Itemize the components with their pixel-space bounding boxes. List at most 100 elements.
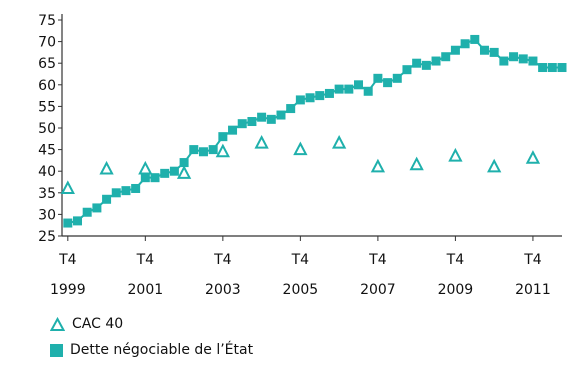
data-point-dette	[102, 194, 112, 204]
x-tick-label-year: 2005	[283, 282, 319, 298]
data-point-dette	[557, 63, 567, 73]
legend-triangle-icon	[50, 316, 65, 331]
data-point-dette	[363, 86, 373, 96]
legend-label-dette: Dette négociable de l’État	[70, 342, 254, 358]
data-point-cac40	[448, 147, 463, 162]
data-point-cac40	[254, 134, 269, 149]
data-point-dette	[160, 168, 170, 178]
series-cac40	[60, 134, 541, 194]
y-tick-label: 75	[38, 13, 56, 29]
y-tick-label: 65	[38, 56, 56, 72]
data-point-cac40	[370, 158, 386, 173]
data-point-dette	[189, 145, 199, 155]
x-tick-label-year: 1999	[50, 282, 86, 298]
data-point-dette	[324, 88, 334, 98]
legend-square-icon	[50, 343, 63, 357]
data-point-dette	[354, 80, 364, 90]
data-point-dette	[286, 104, 296, 114]
x-axis-ticks: T4 1999 T4 2001 T4 2003 T4 2005 T4 2007 T4 2009 T4 20…	[50, 236, 551, 298]
legend-label-cac40: CAC 40	[72, 316, 124, 332]
data-point-dette	[179, 158, 189, 168]
data-point-dette	[140, 173, 150, 183]
data-point-dette	[315, 91, 325, 101]
data-point-dette	[92, 203, 102, 213]
data-point-dette	[509, 52, 519, 62]
x-tick-label-quarter: T4	[523, 252, 542, 268]
data-point-dette	[344, 84, 354, 94]
data-point-cac40	[176, 165, 192, 179]
data-point-dette	[373, 73, 383, 83]
data-point-dette	[257, 112, 267, 122]
data-point-dette	[431, 56, 441, 66]
data-point-dette	[63, 218, 73, 228]
x-tick-label-year: 2003	[205, 282, 241, 298]
y-tick-label: 70	[38, 35, 56, 51]
data-point-dette	[276, 110, 286, 120]
data-point-dette	[499, 56, 509, 66]
data-point-dette	[228, 125, 238, 135]
data-point-dette	[169, 166, 179, 176]
data-point-dette	[218, 132, 228, 142]
data-point-cac40	[409, 156, 424, 171]
data-point-dette	[121, 186, 131, 196]
data-point-dette	[237, 119, 247, 129]
data-point-dette	[383, 78, 393, 88]
data-point-cac40	[331, 134, 347, 149]
data-point-dette	[392, 73, 402, 83]
data-point-dette	[208, 145, 218, 155]
x-tick-label-year: 2009	[438, 282, 474, 298]
data-point-dette	[518, 54, 528, 64]
data-point-dette	[111, 188, 121, 198]
data-point-cac40	[215, 143, 231, 158]
y-tick-label: 35	[38, 186, 56, 202]
data-point-dette	[547, 63, 557, 73]
y-tick-label: 55	[38, 99, 56, 115]
data-point-cac40	[487, 158, 502, 173]
x-tick-label-year: 2007	[360, 282, 396, 298]
y-axis-ticks: 25 30 35 40 45 50 55 60 65 70 75	[38, 13, 62, 245]
chart: 25 30 35 40 45 50 55 60 65 70 75 T4 1999 T4 2001 T4 200…	[38, 13, 567, 298]
y-tick-label: 40	[38, 164, 56, 180]
y-tick-label: 25	[38, 229, 56, 245]
data-point-dette	[247, 117, 257, 127]
x-tick-label-quarter: T4	[58, 252, 77, 268]
data-point-cac40	[99, 160, 114, 175]
data-point-cac40	[138, 160, 153, 175]
x-tick-label-quarter: T4	[213, 252, 232, 268]
series-dette-negociable	[63, 34, 567, 228]
data-point-dette	[421, 60, 431, 70]
y-tick-label: 50	[38, 121, 56, 137]
data-point-dette	[82, 207, 92, 217]
data-point-dette	[131, 183, 141, 193]
data-point-dette	[538, 63, 548, 73]
series-line-dette	[67, 38, 562, 225]
data-point-dette	[470, 34, 480, 44]
data-point-dette	[479, 45, 489, 55]
data-point-dette	[441, 52, 451, 62]
data-point-dette	[266, 114, 276, 124]
data-point-dette	[528, 56, 538, 66]
x-tick-label-quarter: T4	[446, 252, 465, 268]
x-tick-label-quarter: T4	[291, 252, 310, 268]
data-point-dette	[334, 84, 344, 94]
data-point-dette	[305, 93, 315, 103]
y-tick-label: 45	[38, 143, 56, 159]
data-point-cac40	[60, 180, 75, 194]
data-point-cac40	[525, 150, 541, 164]
data-point-dette	[460, 39, 470, 49]
data-point-dette	[295, 95, 305, 105]
data-point-dette	[489, 47, 499, 57]
y-tick-label: 30	[38, 207, 56, 223]
data-point-dette	[150, 173, 160, 183]
data-point-dette	[450, 45, 460, 55]
data-point-cac40	[293, 141, 308, 156]
x-tick-label-quarter: T4	[136, 252, 155, 268]
legend-item-cac40: CAC 40	[50, 316, 123, 332]
x-tick-label-quarter: T4	[368, 252, 387, 268]
data-point-dette	[412, 58, 422, 68]
data-point-dette	[402, 65, 412, 75]
data-point-dette	[198, 147, 208, 157]
x-tick-label-year: 2001	[128, 282, 164, 298]
legend-item-dette: Dette négociable de l’État	[50, 342, 253, 358]
y-tick-label: 60	[38, 78, 56, 94]
